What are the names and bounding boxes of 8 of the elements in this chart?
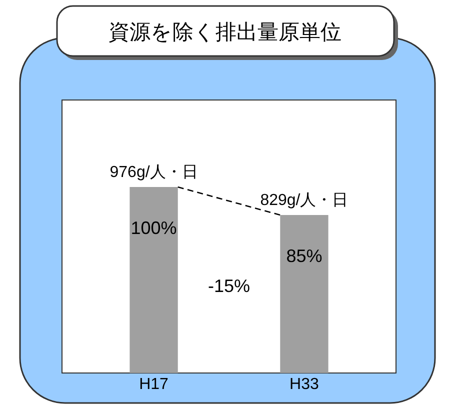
chart-title: 資源を除く排出量原単位 bbox=[108, 21, 342, 44]
x-tick-label: H17 bbox=[139, 376, 169, 393]
annotation: 85% bbox=[286, 246, 322, 266]
data-label: 976g/人・日 bbox=[110, 164, 198, 181]
annotation: 100% bbox=[130, 218, 177, 238]
x-tick-label: H33 bbox=[290, 376, 319, 393]
annotation: -15% bbox=[208, 276, 250, 296]
data-label: 829g/人・日 bbox=[260, 192, 348, 210]
